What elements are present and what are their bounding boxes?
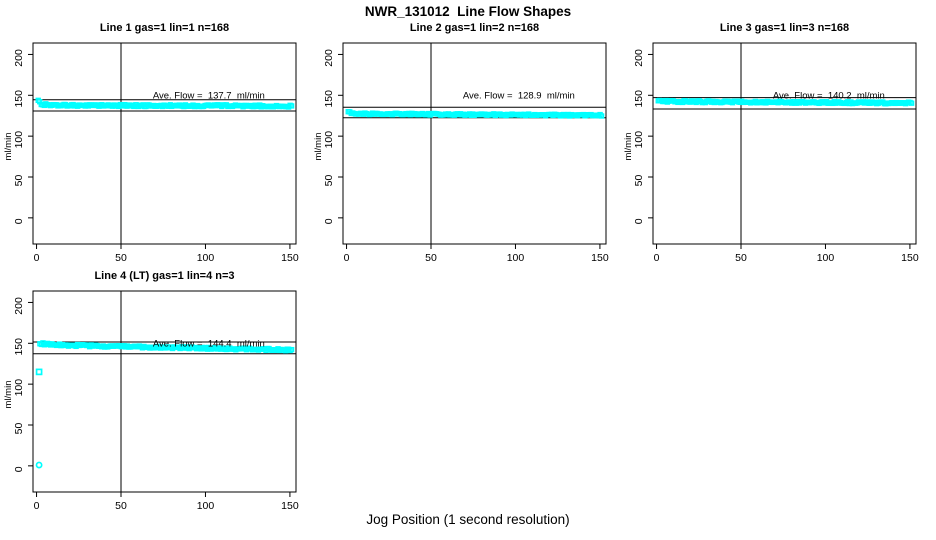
panel-title-line-1: Line 1 gas=1 lin=1 n=168 [99, 22, 230, 34]
svg-text:150: 150 [13, 90, 25, 108]
svg-text:Ave. Flow = 137.7 ml/min: Ave. Flow = 137.7 ml/min [153, 90, 265, 101]
panel-line-2: 0 50 100 150 0 50 100 150 200 ml/min Ave. Flow = 1… [310, 20, 622, 272]
svg-text:100: 100 [197, 252, 215, 264]
svg-text:0: 0 [633, 218, 645, 224]
svg-text:100: 100 [633, 131, 645, 149]
panel-line-3: 0 50 100 150 0 50 100 150 200 ml/min Ave. Flow = 1… [620, 20, 932, 272]
plot-svg-line-4: 0 50 100 150 0 50 100 150 200 ml/min Ave. Flow = 1… [3, 290, 299, 512]
svg-text:50: 50 [323, 175, 335, 187]
svg-text:100: 100 [323, 131, 335, 149]
panel-title-line-2: Line 2 gas=1 lin=2 n=168 [409, 22, 540, 34]
svg-text:ml/min: ml/min [3, 381, 14, 409]
svg-text:50: 50 [13, 423, 25, 435]
x-axis-label: Jog Position (1 second resolution) [366, 512, 570, 527]
svg-text:ml/min: ml/min [3, 133, 14, 161]
svg-text:200: 200 [323, 49, 335, 67]
svg-text:50: 50 [115, 500, 127, 512]
svg-text:150: 150 [281, 252, 299, 264]
plot-svg-line-2: 0 50 100 150 0 50 100 150 200 ml/min Ave. Flow = 1… [313, 42, 609, 264]
svg-text:0: 0 [13, 466, 25, 472]
svg-text:100: 100 [197, 500, 215, 512]
svg-text:0: 0 [323, 218, 335, 224]
panel-title-line-3: Line 3 gas=1 lin=3 n=168 [719, 22, 850, 34]
svg-text:50: 50 [13, 175, 25, 187]
figure-title: NWR_131012 Line Flow Shapes [364, 4, 572, 19]
svg-text:150: 150 [13, 338, 25, 356]
svg-text:50: 50 [115, 252, 127, 264]
svg-text:50: 50 [425, 252, 437, 264]
svg-text:150: 150 [633, 90, 645, 108]
svg-text:200: 200 [633, 49, 645, 67]
svg-text:200: 200 [13, 49, 25, 67]
svg-text:0: 0 [34, 500, 40, 512]
svg-text:Ave. Flow = 144.4 ml/min: Ave. Flow = 144.4 ml/min [153, 338, 265, 349]
svg-text:Ave. Flow = 140.2 ml/min: Ave. Flow = 140.2 ml/min [773, 90, 885, 101]
svg-text:150: 150 [901, 252, 919, 264]
svg-text:50: 50 [633, 175, 645, 187]
svg-text:150: 150 [281, 500, 299, 512]
panel-line-4: 0 50 100 150 0 50 100 150 200 ml/min Ave. Flow = 1… [0, 268, 312, 520]
svg-text:150: 150 [591, 252, 609, 264]
svg-text:100: 100 [13, 379, 25, 397]
svg-text:0: 0 [13, 218, 25, 224]
panel-title-line-4: Line 4 (LT) gas=1 lin=4 n=3 [94, 270, 235, 282]
svg-text:0: 0 [344, 252, 350, 264]
plot-svg-line-1: 0 50 100 150 0 50 100 150 200 ml/min Ave. Flow = 1… [3, 42, 299, 264]
svg-text:100: 100 [507, 252, 525, 264]
svg-text:0: 0 [654, 252, 660, 264]
svg-text:100: 100 [817, 252, 835, 264]
svg-text:200: 200 [13, 297, 25, 315]
svg-text:100: 100 [13, 131, 25, 149]
svg-text:50: 50 [735, 252, 747, 264]
svg-text:150: 150 [323, 90, 335, 108]
svg-text:Ave. Flow = 128.9 ml/min: Ave. Flow = 128.9 ml/min [463, 90, 575, 101]
svg-text:ml/min: ml/min [623, 133, 634, 161]
svg-text:ml/min: ml/min [313, 133, 324, 161]
svg-text:0: 0 [34, 252, 40, 264]
plot-svg-line-3: 0 50 100 150 0 50 100 150 200 ml/min Ave. Flow = 1… [623, 42, 919, 264]
panel-line-1: 0 50 100 150 0 50 100 150 200 ml/min Ave. Flow = 1… [0, 20, 312, 272]
